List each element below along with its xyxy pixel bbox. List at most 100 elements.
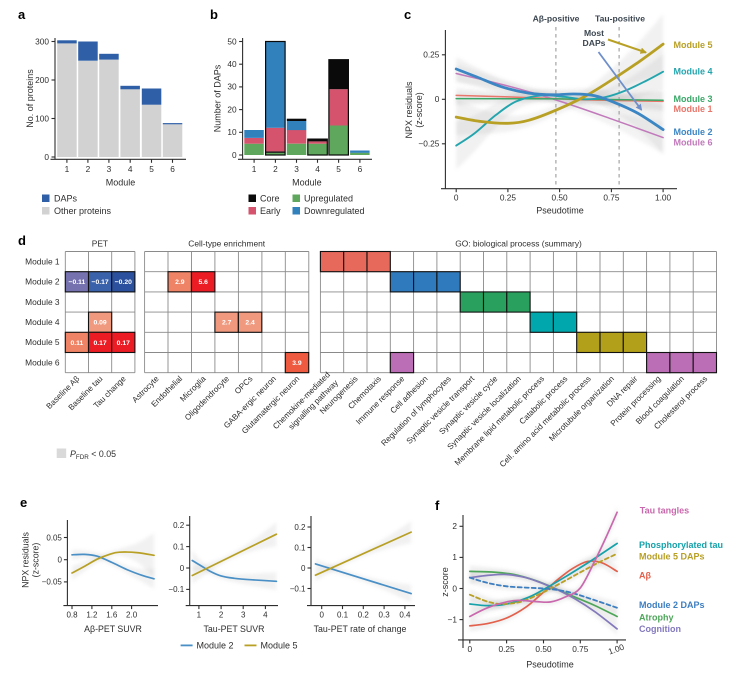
svg-text:0.75: 0.75 [572,644,589,654]
svg-text:4: 4 [263,611,268,620]
svg-text:PFDR < 0.05: PFDR < 0.05 [70,449,116,461]
svg-text:1.2: 1.2 [86,611,98,620]
svg-text:Tau-PET rate of change: Tau-PET rate of change [314,624,407,634]
svg-text:−0.11: −0.11 [68,279,85,286]
svg-text:a: a [18,7,26,22]
svg-text:Number of DAPs: Number of DAPs [213,64,223,132]
svg-text:6: 6 [170,164,175,174]
svg-text:Early: Early [260,206,281,216]
svg-text:Aβ-positive: Aβ-positive [533,14,580,24]
svg-text:0.8: 0.8 [66,611,78,620]
svg-text:0: 0 [57,556,62,565]
svg-text:40: 40 [227,59,237,69]
svg-text:f: f [435,498,440,513]
svg-text:−0.17: −0.17 [91,279,108,286]
svg-text:(z-score): (z-score) [31,543,41,578]
svg-text:Module 5: Module 5 [674,40,713,50]
svg-text:2.9: 2.9 [175,279,185,286]
svg-text:0: 0 [319,611,324,620]
svg-text:Phosphorylated tau: Phosphorylated tau [639,540,723,550]
svg-text:0.2: 0.2 [173,521,185,530]
svg-text:0.75: 0.75 [603,193,620,203]
svg-text:0.1: 0.1 [294,543,306,552]
svg-text:NPX residuals: NPX residuals [21,532,31,588]
svg-text:DAPs: DAPs [583,38,606,48]
svg-text:0.25: 0.25 [500,193,517,203]
svg-text:Upregulated: Upregulated [304,193,353,203]
svg-text:−0.20: −0.20 [115,279,132,286]
svg-text:Other proteins: Other proteins [54,206,112,216]
svg-text:Module 6: Module 6 [25,357,60,367]
svg-text:30: 30 [227,82,237,92]
svg-text:e: e [20,495,27,510]
svg-text:0: 0 [435,94,440,104]
svg-text:2: 2 [86,164,91,174]
svg-text:Module 5: Module 5 [261,640,298,650]
svg-text:Core: Core [260,193,280,203]
svg-text:1.00: 1.00 [607,641,626,656]
svg-text:Module 1: Module 1 [25,256,60,266]
svg-text:Module 3: Module 3 [25,297,60,307]
svg-text:2.0: 2.0 [126,611,138,620]
svg-text:0: 0 [467,644,472,654]
svg-text:z-score: z-score [440,567,450,597]
svg-text:Module 5: Module 5 [25,337,60,347]
svg-text:b: b [210,7,218,22]
svg-text:0: 0 [44,152,49,162]
svg-text:GO: biological process (summar: GO: biological process (summary) [455,239,582,249]
svg-text:−0.25: −0.25 [418,139,439,149]
svg-text:200: 200 [35,75,49,85]
svg-text:−1: −1 [448,614,458,624]
svg-text:Module 2: Module 2 [197,640,234,650]
svg-text:Module 5 DAPs: Module 5 DAPs [639,551,705,561]
svg-text:10: 10 [227,127,237,137]
svg-text:5: 5 [149,164,154,174]
svg-text:No. of proteins: No. of proteins [25,69,35,128]
svg-text:Tau tangles: Tau tangles [640,506,689,516]
svg-text:6: 6 [358,164,363,174]
svg-text:3: 3 [107,164,112,174]
svg-text:0.3: 0.3 [379,611,391,620]
svg-text:5.6: 5.6 [198,279,208,286]
svg-text:Tau-PET SUVR: Tau-PET SUVR [204,624,265,634]
svg-text:3.9: 3.9 [292,360,302,367]
svg-text:300: 300 [35,36,49,46]
svg-text:Module: Module [292,178,322,188]
svg-text:0.25: 0.25 [499,644,516,654]
svg-text:0: 0 [180,564,185,573]
svg-text:Module 4: Module 4 [674,67,713,77]
svg-text:3: 3 [241,611,246,620]
svg-text:4: 4 [315,164,320,174]
svg-text:1.6: 1.6 [106,611,118,620]
svg-text:Downregulated: Downregulated [304,206,365,216]
svg-text:NPX residuals: NPX residuals [404,81,414,139]
svg-text:Cognition: Cognition [639,624,681,634]
svg-text:0.1: 0.1 [173,542,185,551]
svg-text:PET: PET [92,239,108,249]
svg-text:1: 1 [452,552,457,562]
svg-text:20: 20 [227,104,237,114]
svg-text:Pseudotime: Pseudotime [536,206,584,216]
svg-text:Cell-type enrichment: Cell-type enrichment [188,239,265,249]
svg-text:0: 0 [232,150,237,160]
svg-text:DAPs: DAPs [54,193,78,203]
svg-text:Pseudotime: Pseudotime [526,660,574,670]
svg-text:Aβ-PET SUVR: Aβ-PET SUVR [84,624,142,634]
svg-text:d: d [18,233,26,248]
svg-text:Oligodendrocyte: Oligodendrocyte [183,374,231,422]
svg-text:4: 4 [128,164,133,174]
svg-text:3: 3 [294,164,299,174]
svg-text:−0.05: −0.05 [42,578,63,587]
svg-text:50: 50 [227,36,237,46]
svg-text:0.2: 0.2 [294,523,306,532]
svg-text:0: 0 [301,564,306,573]
svg-text:2.4: 2.4 [245,320,255,327]
svg-text:Atrophy: Atrophy [639,613,674,623]
svg-text:0: 0 [452,583,457,593]
svg-text:1: 1 [65,164,70,174]
svg-text:(z-score): (z-score) [414,92,424,128]
svg-text:Module: Module [106,178,136,188]
svg-text:c: c [404,7,411,22]
svg-text:1.00: 1.00 [655,193,672,203]
svg-text:1: 1 [197,611,202,620]
